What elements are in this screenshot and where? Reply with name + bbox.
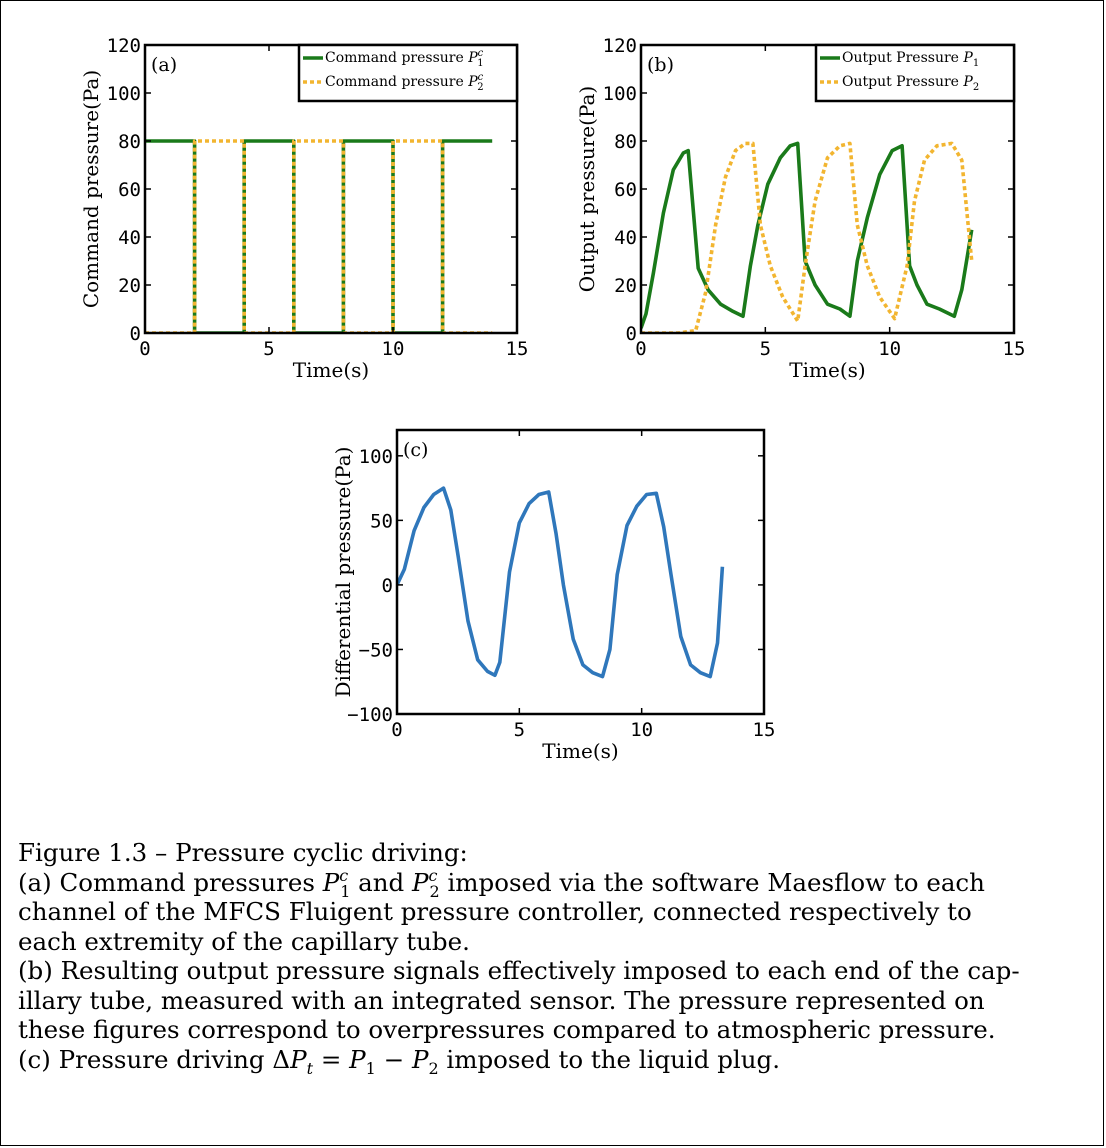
y-tick-label: 100: [603, 83, 637, 105]
legend-label: Command pressure Pc 1: [325, 48, 484, 69]
caption-math-var: P: [412, 867, 429, 897]
x-tick-label: 10: [382, 338, 405, 360]
y-tick-label: 40: [614, 227, 637, 249]
caption-math-sub: 2: [429, 881, 440, 901]
x-tick-label: 5: [760, 338, 771, 360]
x-tick-label: 10: [878, 338, 901, 360]
legend-label: Command pressure Pc 2: [325, 72, 484, 93]
legend-label-text: Output Pressure: [842, 50, 963, 66]
caption-line: each extremity of the capillary tube.: [18, 926, 470, 956]
y-tick-label: 0: [382, 575, 393, 597]
caption-line: (a) Command pressures Pc1 and Pc2 impose…: [18, 866, 985, 901]
y-tick-label: 20: [614, 275, 637, 297]
chart-b: 0 5 10 15 0 20 40 60 80 100 120 Time(s) Output press…: [575, 35, 1025, 382]
y-tick-label: 100: [107, 83, 141, 105]
y-tick-label: 80: [614, 131, 637, 153]
x-tick-label: 0: [635, 338, 646, 360]
series-line-2: [145, 139, 493, 333]
caption-math-sup: c: [428, 866, 438, 886]
y-axis-label: Differential pressure(Pa): [331, 447, 355, 698]
caption-math-var: P: [411, 1044, 429, 1074]
caption-math-var: P: [290, 1044, 307, 1074]
legend-label-sub: 1: [973, 58, 979, 69]
caption-math-sub: 1: [340, 881, 351, 901]
caption-line: Figure 1.3 – Pressure cyclic driving:: [18, 838, 468, 867]
legend-label-var: P: [962, 74, 973, 90]
x-tick-label: 0: [391, 719, 402, 741]
y-tick-label: 100: [359, 446, 393, 468]
caption-math-var: P: [322, 867, 340, 897]
y-tick-label: 120: [603, 35, 637, 57]
caption-line: channel of the MFCS Fluigent pressure co…: [18, 897, 972, 926]
legend-label-sup: c: [478, 48, 484, 59]
plot-frame: [395, 428, 766, 716]
y-axis-label: Output pressure(Pa): [575, 86, 599, 292]
caption-math-sub: 1: [365, 1058, 376, 1074]
y-tick-label: −50: [359, 639, 393, 661]
caption-math-var: P: [349, 1044, 366, 1074]
y-tick-label: 50: [370, 510, 393, 532]
caption-math-sup: c: [339, 866, 349, 886]
legend-label-sub: 1: [477, 58, 483, 69]
series-line-1: [397, 486, 725, 679]
panel-label: (c): [403, 439, 428, 461]
legend-label-text: Output Pressure: [842, 74, 963, 90]
y-axis-label: Command pressure(Pa): [79, 70, 103, 308]
chart-a: 0 5 10 15 0 20 40 60 80 100 120 Time(s) Command pres…: [79, 35, 528, 382]
x-tick-label: 0: [139, 338, 150, 360]
x-tick-label: 15: [1003, 338, 1026, 360]
legend-label-text: Command pressure: [325, 50, 468, 66]
y-tick-label: 0: [626, 323, 637, 345]
y-tick-label: 40: [118, 227, 141, 249]
series-line-1: [145, 139, 493, 333]
x-tick-label: 10: [630, 719, 653, 741]
caption-line: these figures correspond to overpressure…: [18, 1015, 996, 1044]
legend-box: [297, 43, 519, 103]
chart-c: 0 5 10 15 −100 −50 0 50 100 Time(s) Differential p…: [331, 428, 776, 763]
x-tick-label: 15: [753, 719, 776, 741]
y-tick-label: 20: [118, 275, 141, 297]
y-tick-label: 60: [118, 179, 141, 201]
caption-line: (b) Resulting output pressure signals ef…: [18, 956, 1020, 985]
legend-label-var: P: [962, 50, 973, 66]
legend-label-var: P: [467, 74, 478, 90]
x-tick-label: 15: [506, 338, 529, 360]
legend-label-var: P: [467, 50, 478, 66]
y-tick-label: 120: [107, 35, 141, 57]
caption-line: (c) Pressure driving ΔPt = P1 − P2 impos…: [18, 1045, 1104, 1075]
figure-caption: Figure 1.3 – Pressure cyclic driving: (a)…: [18, 838, 1104, 1074]
y-tick-label: 0: [130, 323, 141, 345]
legend-label: Output Pressure P2: [842, 74, 979, 93]
y-tick-label: 80: [118, 131, 141, 153]
legend-label-sub: 2: [973, 82, 979, 93]
panel-label: (a): [151, 54, 177, 76]
legend-label: Output Pressure P1: [842, 50, 979, 69]
caption-math-sub: t: [306, 1058, 314, 1074]
caption-line: illary tube, measured with an integrated…: [18, 985, 985, 1015]
caption-math-sub: 2: [428, 1058, 439, 1074]
x-tick-label: 5: [514, 719, 525, 741]
panel-label: (b): [647, 54, 674, 76]
x-axis-label: Time(s): [789, 358, 865, 382]
legend-box: [814, 43, 1016, 103]
x-tick-label: 5: [263, 338, 274, 360]
legend-label-text: Command pressure: [325, 74, 468, 90]
series-line-1: [641, 141, 974, 329]
legend-label-sub: 2: [477, 82, 483, 93]
x-axis-label: Time(s): [542, 739, 618, 763]
legend-label-sup: c: [478, 72, 484, 83]
y-tick-label: 60: [614, 179, 637, 201]
y-tick-label: −100: [347, 704, 393, 726]
x-axis-label: Time(s): [293, 358, 369, 382]
